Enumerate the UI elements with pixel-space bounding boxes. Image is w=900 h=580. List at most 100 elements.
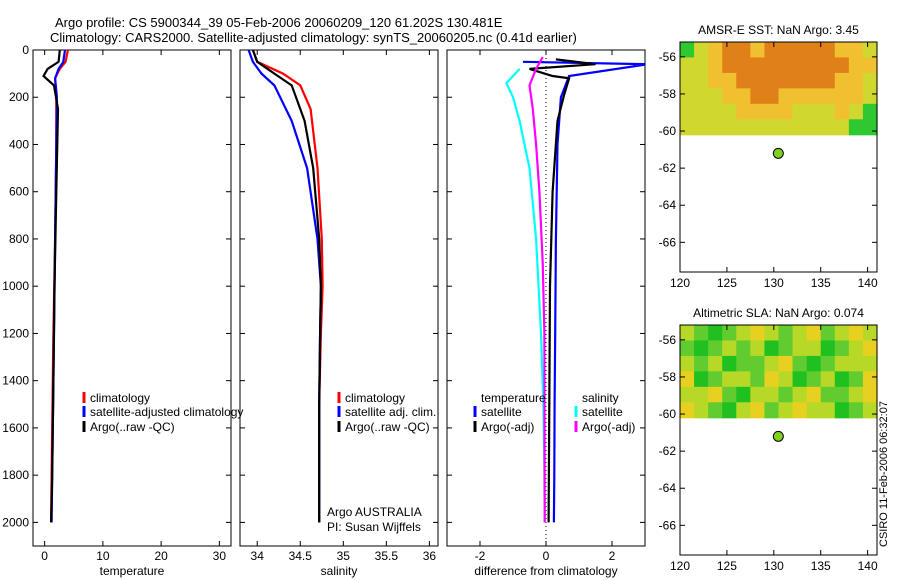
y-tick-label: 1200 bbox=[2, 326, 29, 340]
heatmap-cell bbox=[820, 57, 836, 74]
plot-frame bbox=[239, 49, 439, 547]
heatmap-cell bbox=[750, 355, 766, 372]
heatmap-cell bbox=[848, 42, 864, 59]
heatmap-cell bbox=[750, 42, 766, 59]
y-tick-label: -56 bbox=[659, 333, 677, 347]
x-tick-label: 130 bbox=[764, 276, 784, 290]
heatmap-cell bbox=[834, 42, 850, 59]
heatmap-cell bbox=[862, 386, 878, 403]
heatmap-cell bbox=[750, 57, 766, 74]
heatmap-cell bbox=[806, 103, 822, 120]
heatmap-cell bbox=[764, 88, 780, 105]
legend-label-climatology: climatology bbox=[345, 391, 405, 405]
profile-panel-temperature: 0 10 20 30 0 200 400 600 800 1000 1200 1400 1600 1800… bbox=[2, 43, 232, 578]
heatmap-cell bbox=[806, 386, 822, 403]
difference-legend: temperature salinitysatelliteArgo(-adj)sa… bbox=[473, 391, 635, 434]
heatmap-cell bbox=[778, 340, 794, 357]
heatmap-cell bbox=[778, 72, 794, 89]
x-tick-label: 35 bbox=[337, 549, 351, 563]
heatmap-cell bbox=[750, 371, 766, 388]
heatmap-cell bbox=[764, 325, 780, 342]
y-tick-label: -60 bbox=[659, 124, 677, 138]
argo-position-marker bbox=[772, 430, 784, 442]
heatmap-cell bbox=[764, 119, 780, 136]
heatmap-cell bbox=[694, 355, 709, 372]
heatmap-cell bbox=[820, 371, 836, 388]
heatmap-cell bbox=[736, 402, 751, 419]
x-axis-label: salinity bbox=[321, 564, 358, 578]
heatmap-cell bbox=[848, 119, 864, 136]
heatmap-cell bbox=[792, 88, 808, 105]
x-tick-label: 120 bbox=[670, 276, 690, 290]
heatmap-cell bbox=[778, 386, 794, 403]
heatmap-cell bbox=[792, 355, 808, 372]
y-tick-label: 1800 bbox=[2, 468, 29, 482]
heatmap-cell bbox=[848, 386, 864, 403]
heatmap-cell bbox=[680, 355, 695, 372]
heatmap-cell bbox=[736, 72, 751, 89]
heatmap-cell bbox=[722, 103, 737, 120]
heatmap-cell bbox=[750, 325, 766, 342]
y-tick-label: 1000 bbox=[2, 279, 29, 293]
heatmap-cell bbox=[834, 103, 850, 120]
heatmap-cell bbox=[820, 72, 836, 89]
heatmap-cell bbox=[792, 42, 808, 59]
heatmap-cell bbox=[750, 340, 766, 357]
series-line-salinity-argo-adj- bbox=[528, 56, 546, 523]
x-axis-label: temperature bbox=[100, 564, 165, 578]
heatmap-cell bbox=[862, 371, 878, 388]
heatmap-cell bbox=[708, 402, 723, 419]
heatmap-cell bbox=[778, 371, 794, 388]
heatmap-cell bbox=[834, 88, 850, 105]
timestamp: CSIRO 11-Feb-2006 06:32:07 bbox=[878, 401, 890, 547]
map-title: AMSR-E SST: NaN Argo: 3.45 bbox=[698, 23, 859, 37]
heatmap-cell bbox=[792, 371, 808, 388]
heatmap-cell bbox=[778, 119, 794, 136]
heatmap-cell bbox=[708, 57, 723, 74]
heatmap-cell bbox=[806, 42, 822, 59]
heatmap-cell bbox=[680, 72, 695, 89]
heatmap-cell bbox=[862, 119, 878, 136]
heatmap-cell bbox=[694, 72, 709, 89]
x-tick-label: 0 bbox=[543, 549, 550, 563]
heatmap-cell bbox=[694, 88, 709, 105]
heatmap-cell bbox=[680, 402, 695, 419]
map-frame bbox=[679, 324, 878, 556]
x-tick-label: 140 bbox=[858, 559, 878, 573]
heatmap-cell bbox=[792, 103, 808, 120]
x-tick-label: 34 bbox=[251, 549, 265, 563]
heatmap-cell bbox=[820, 42, 836, 59]
heatmap-cell bbox=[722, 355, 737, 372]
y-tick-label: 1600 bbox=[2, 421, 29, 435]
heatmap-cell bbox=[722, 402, 737, 419]
heatmap-cell bbox=[862, 355, 878, 372]
heatmap-cell bbox=[708, 88, 723, 105]
heatmap-cell bbox=[736, 88, 751, 105]
y-tick-label: -62 bbox=[659, 444, 677, 458]
heatmap-cell bbox=[806, 72, 822, 89]
heatmap-cell bbox=[834, 371, 850, 388]
heatmap-cell bbox=[848, 340, 864, 357]
heatmap-cell bbox=[778, 402, 794, 419]
heatmap-cell bbox=[834, 325, 850, 342]
heatmap-cell bbox=[694, 371, 709, 388]
heatmap-cell bbox=[722, 340, 737, 357]
heatmap-cell bbox=[708, 42, 723, 59]
legend-label-sal-satellite: satellite bbox=[582, 405, 623, 419]
heatmap-cell bbox=[680, 325, 695, 342]
heatmap-cell bbox=[848, 371, 864, 388]
heatmap-cell bbox=[806, 325, 822, 342]
y-tick-label: 600 bbox=[9, 185, 29, 199]
heatmap-cell bbox=[764, 355, 780, 372]
series-line-argo-raw-qc- bbox=[42, 50, 61, 523]
heatmap-cell bbox=[820, 402, 836, 419]
legend-label-satellite-adjusted: satellite-adjusted climatology bbox=[90, 405, 243, 419]
credit-line-2: PI: Susan Wijffels bbox=[327, 520, 421, 534]
y-tick-label: 0 bbox=[22, 43, 29, 57]
heatmap-cell bbox=[848, 88, 864, 105]
heatmap-cell bbox=[820, 355, 836, 372]
heatmap-cell bbox=[792, 386, 808, 403]
heatmap-cell bbox=[722, 72, 737, 89]
